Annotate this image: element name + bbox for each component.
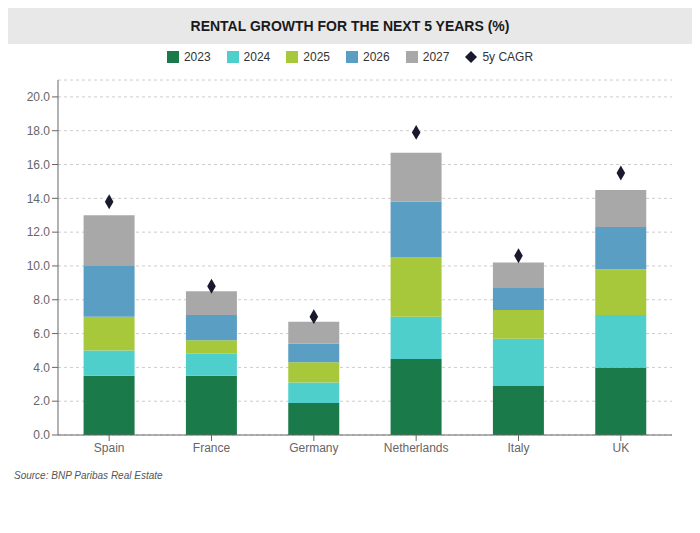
svg-text:4.0: 4.0 <box>33 361 50 375</box>
html-text:2024: 2024 <box>243 50 271 64</box>
svg-text:Italy: Italy <box>507 441 529 455</box>
html-text:Source: BNP Paribas Real Estat: Source: BNP Paribas Real Estate <box>14 470 163 481</box>
svg-text:12.0: 12.0 <box>27 225 51 239</box>
svg-text:2.0: 2.0 <box>33 394 50 408</box>
svg-text:14.0: 14.0 <box>27 192 51 206</box>
svg-text:16.0: 16.0 <box>27 158 51 172</box>
svg-text:8.0: 8.0 <box>33 293 50 307</box>
svg-text:0.0: 0.0 <box>33 428 50 442</box>
html-text:2026: 2026 <box>363 50 390 64</box>
svg-text:UK: UK <box>612 441 629 455</box>
html-text:RENTAL GROWTH FOR THE NEXT 5 Y: RENTAL GROWTH FOR THE NEXT 5 YEARS (%) <box>190 18 510 34</box>
svg-text:18.0: 18.0 <box>27 124 51 138</box>
svg-text:Netherlands: Netherlands <box>384 441 449 455</box>
html-text:2023: 2023 <box>183 50 211 64</box>
svg-text:20.0: 20.0 <box>27 90 51 104</box>
svg-text:Germany: Germany <box>289 441 338 455</box>
svg-text:France: France <box>193 441 231 455</box>
html-text:2025: 2025 <box>303 50 330 64</box>
svg-text:6.0: 6.0 <box>33 327 50 341</box>
svg-text:Spain: Spain <box>94 441 125 455</box>
html-text:5y CAGR: 5y CAGR <box>482 50 534 64</box>
html-text:2027: 2027 <box>422 50 450 64</box>
svg-text:10.0: 10.0 <box>27 259 51 273</box>
